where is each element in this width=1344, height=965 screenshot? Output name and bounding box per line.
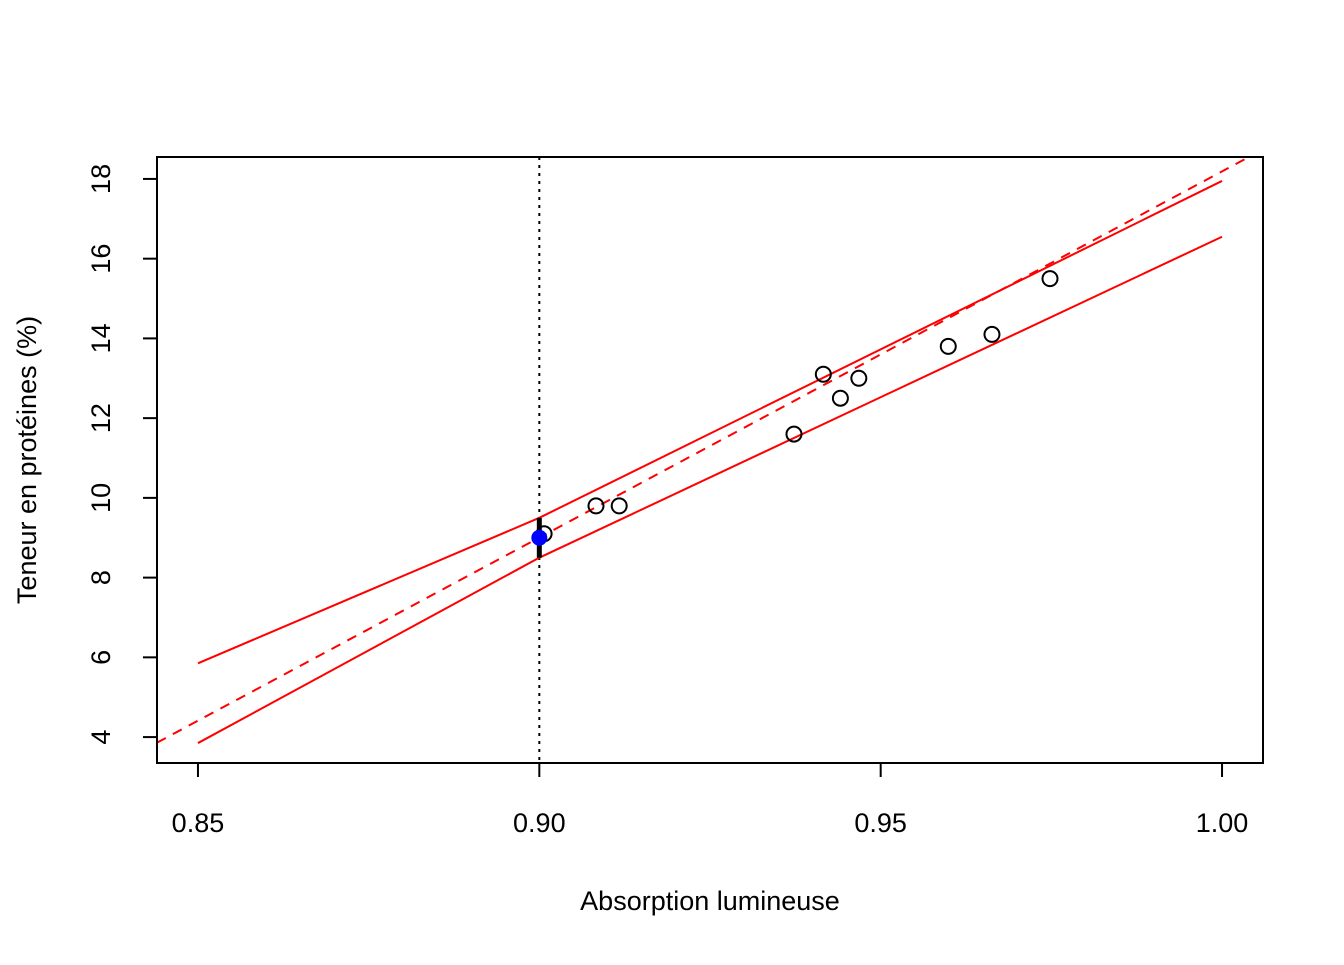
y-tick-label: 8 — [86, 570, 116, 585]
x-tick-label: 1.00 — [1196, 808, 1249, 838]
data-point — [939, 337, 957, 355]
x-axis-title: Absorption lumineuse — [580, 886, 840, 916]
y-tick-label: 6 — [86, 650, 116, 665]
y-tick-label: 16 — [86, 244, 116, 274]
y-tick-label: 10 — [86, 483, 116, 513]
data-point — [1041, 270, 1059, 288]
y-tick-label: 18 — [86, 164, 116, 194]
data-point — [814, 365, 832, 383]
data-point — [610, 497, 628, 515]
data-point — [983, 325, 1001, 343]
data-point — [785, 425, 803, 443]
y-axis: 4 6 8 10 12 14 16 18 — [86, 164, 158, 745]
regression-line — [157, 157, 1251, 744]
x-axis: 0.85 0.90 0.95 1.00 — [172, 762, 1249, 838]
y-tick-label: 14 — [86, 323, 116, 353]
confidence-band-lower — [197, 235, 1223, 744]
y-tick-label: 12 — [86, 403, 116, 433]
y-axis-title: Teneur en protéines (%) — [12, 316, 42, 604]
plot-frame — [156, 156, 1264, 764]
y-tick-label: 4 — [86, 730, 116, 745]
data-point — [587, 497, 605, 515]
x-tick-label: 0.95 — [854, 808, 907, 838]
data-point — [831, 389, 849, 407]
x-tick-label: 0.90 — [513, 808, 566, 838]
data-point — [850, 369, 868, 387]
predicted-point — [531, 529, 548, 546]
x-tick-label: 0.85 — [172, 808, 225, 838]
